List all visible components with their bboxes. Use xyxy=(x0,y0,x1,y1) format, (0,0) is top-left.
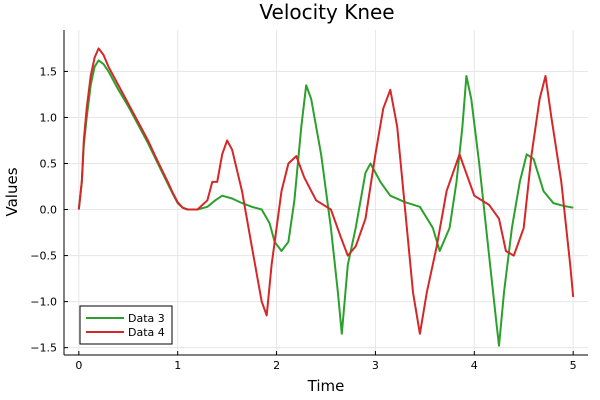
y-ticks: −1.5 −1.0 −0.5 0.0 0.5 1.0 1.5 xyxy=(30,65,68,355)
chart-title: Velocity Knee xyxy=(259,0,394,24)
series-line-data-4 xyxy=(77,47,575,335)
legend-label-data-4: Data 4 xyxy=(128,326,165,339)
plot-series xyxy=(77,47,575,347)
legend: Data 3 Data 4 xyxy=(79,305,173,345)
x-tick-label: 4 xyxy=(471,359,478,372)
axes xyxy=(63,30,588,356)
y-tick-label: 0.0 xyxy=(40,204,58,217)
x-tick-label: 2 xyxy=(273,359,280,372)
legend-label-data-3: Data 3 xyxy=(128,312,165,325)
legend-box xyxy=(79,305,173,345)
x-ticks: 0 1 2 3 4 5 xyxy=(75,351,577,372)
y-tick-label: −1.0 xyxy=(30,296,57,309)
y-tick-label: −0.5 xyxy=(30,250,57,263)
y-tick-label: −1.5 xyxy=(30,342,57,355)
x-tick-label: 0 xyxy=(75,359,82,372)
grid xyxy=(64,30,588,355)
y-tick-label: 1.0 xyxy=(40,111,58,124)
x-tick-label: 5 xyxy=(570,359,577,372)
x-axis-title: Time xyxy=(307,377,345,395)
y-tick-label: 0.5 xyxy=(40,157,58,170)
x-tick-label: 3 xyxy=(372,359,379,372)
series-line-data-3 xyxy=(77,59,574,347)
y-tick-label: 1.5 xyxy=(40,65,58,78)
x-tick-label: 1 xyxy=(174,359,181,372)
y-axis-title: Values xyxy=(3,167,21,216)
